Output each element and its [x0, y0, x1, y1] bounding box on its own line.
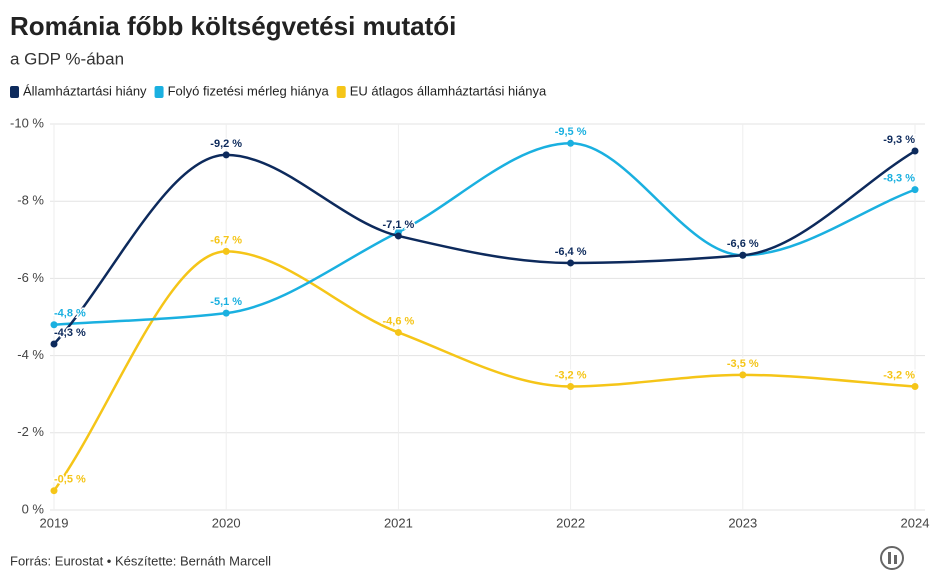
x-tick-label: 2022 [556, 515, 585, 530]
y-tick-label: -8 % [17, 193, 44, 208]
data-label: -9,3 % [883, 134, 915, 146]
y-tick-label: 0 % [22, 501, 45, 516]
data-label: -0,5 % [54, 474, 86, 486]
data-label: -4,8 % [54, 308, 86, 320]
data-point [567, 139, 575, 147]
series-line [52, 250, 916, 492]
data-point [567, 382, 575, 390]
data-label: -6,7 % [210, 234, 242, 246]
data-point [394, 328, 402, 336]
data-point [222, 247, 230, 255]
data-point [50, 321, 58, 329]
y-tick-label: -6 % [17, 270, 44, 285]
data-label: -3,2 % [555, 369, 587, 381]
series-line [53, 142, 916, 326]
data-label: -9,5 % [555, 126, 587, 138]
x-tick-label: 2023 [728, 515, 757, 530]
legend-label: Államháztartási hiány [23, 83, 147, 98]
data-label: -8,3 % [883, 173, 915, 185]
x-tick-label: 2020 [212, 515, 241, 530]
data-label: -3,5 % [727, 358, 759, 370]
legend-label: EU átlagos államháztartási hiánya [350, 83, 547, 98]
legend-swatch [336, 86, 346, 98]
data-point [222, 151, 230, 159]
y-tick-label: -10 % [10, 115, 44, 130]
data-point [911, 186, 919, 194]
data-label: -9,2 % [210, 138, 242, 150]
data-point [50, 487, 58, 495]
data-label: -6,6 % [727, 238, 759, 250]
y-tick-label: -2 % [17, 424, 44, 439]
data-point [222, 309, 230, 317]
series-line [53, 149, 916, 345]
chart-title: Románia főbb költségvetési mutatói [10, 11, 456, 41]
data-point [911, 147, 919, 155]
y-tick-label: -4 % [17, 347, 44, 362]
chart-subtitle: a GDP %-ában [10, 49, 124, 68]
legend-swatch [154, 86, 164, 98]
data-label: -4,3 % [54, 327, 86, 339]
data-label: -4,6 % [383, 315, 415, 327]
data-point [911, 382, 919, 390]
data-label: -7,1 % [383, 219, 415, 231]
legend-label: Folyó fizetési mérleg hiánya [168, 83, 330, 98]
x-tick-label: 2024 [901, 515, 930, 530]
data-point [739, 251, 747, 259]
data-label: -3,2 % [883, 369, 915, 381]
source-note: Forrás: Eurostat • Készítette: Bernáth M… [10, 553, 271, 568]
x-tick-label: 2021 [384, 515, 413, 530]
data-point [394, 232, 402, 240]
x-tick-label: 2019 [40, 515, 69, 530]
logo [880, 546, 904, 570]
data-point [50, 340, 58, 348]
data-point [567, 259, 575, 267]
data-point [739, 371, 747, 379]
data-label: -6,4 % [555, 246, 587, 258]
data-label: -5,1 % [210, 296, 242, 308]
legend-swatch [10, 86, 19, 98]
